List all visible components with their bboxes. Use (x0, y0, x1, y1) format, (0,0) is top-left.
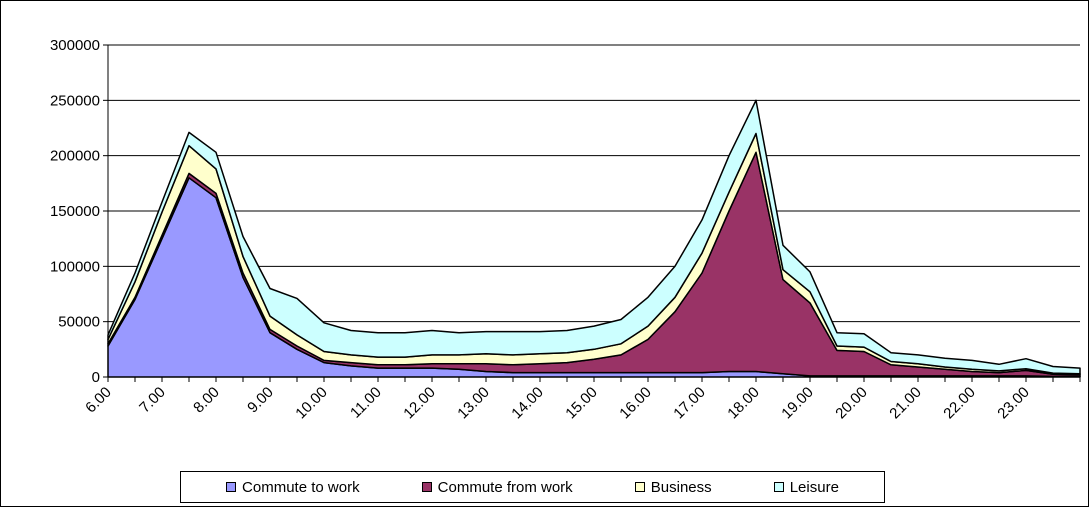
legend-swatch (226, 482, 237, 492)
legend-item-leisure: Leisure (773, 478, 839, 496)
x-tick-label: 16.00 (616, 384, 655, 423)
x-tick-label: 21.00 (886, 384, 925, 423)
legend-label: Business (650, 478, 712, 496)
y-tick-label: 150000 (50, 203, 100, 220)
x-tick-label: 12.00 (400, 384, 439, 423)
legend: Commute to work Commute from work Busine… (180, 471, 885, 503)
legend-swatch (773, 482, 784, 492)
legend-label: Commute to work (242, 478, 360, 496)
legend-swatch (634, 482, 645, 492)
y-tick-label: 100000 (50, 258, 100, 275)
x-tick-label: 22.00 (940, 384, 979, 423)
legend-item-commute-from-work: Commute from work (421, 478, 573, 496)
x-tick-label: 14.00 (508, 384, 547, 423)
x-tick-label: 19.00 (778, 384, 817, 423)
x-tick-label: 20.00 (832, 384, 871, 423)
x-tick-label: 17.00 (670, 384, 709, 423)
x-tick-label: 7.00 (136, 384, 169, 417)
x-tick-label: 9.00 (244, 384, 277, 417)
x-tick-label: 8.00 (190, 384, 223, 417)
x-tick-label: 18.00 (724, 384, 763, 423)
area-layer (107, 99, 1081, 378)
y-tick-label: 250000 (50, 92, 100, 109)
x-tick-label: 15.00 (562, 384, 601, 423)
x-tick-label: 6.00 (82, 384, 115, 417)
legend-label: Commute from work (437, 478, 573, 496)
y-tick-label: 50000 (58, 314, 100, 331)
x-tick-label: 11.00 (347, 384, 385, 422)
legend-swatch (421, 482, 432, 492)
y-tick-label: 0 (92, 369, 100, 386)
x-tick-label: 23.00 (994, 384, 1033, 423)
legend-item-business: Business (634, 478, 712, 496)
x-tick-label: 13.00 (454, 384, 493, 423)
y-tick-label: 300000 (50, 37, 100, 54)
legend-item-commute-to-work: Commute to work (226, 479, 360, 496)
legend-label: Leisure (789, 478, 839, 496)
area-leisure (107, 99, 1081, 375)
x-tick-label: 10.00 (292, 384, 331, 423)
y-tick-label: 200000 (50, 148, 100, 165)
